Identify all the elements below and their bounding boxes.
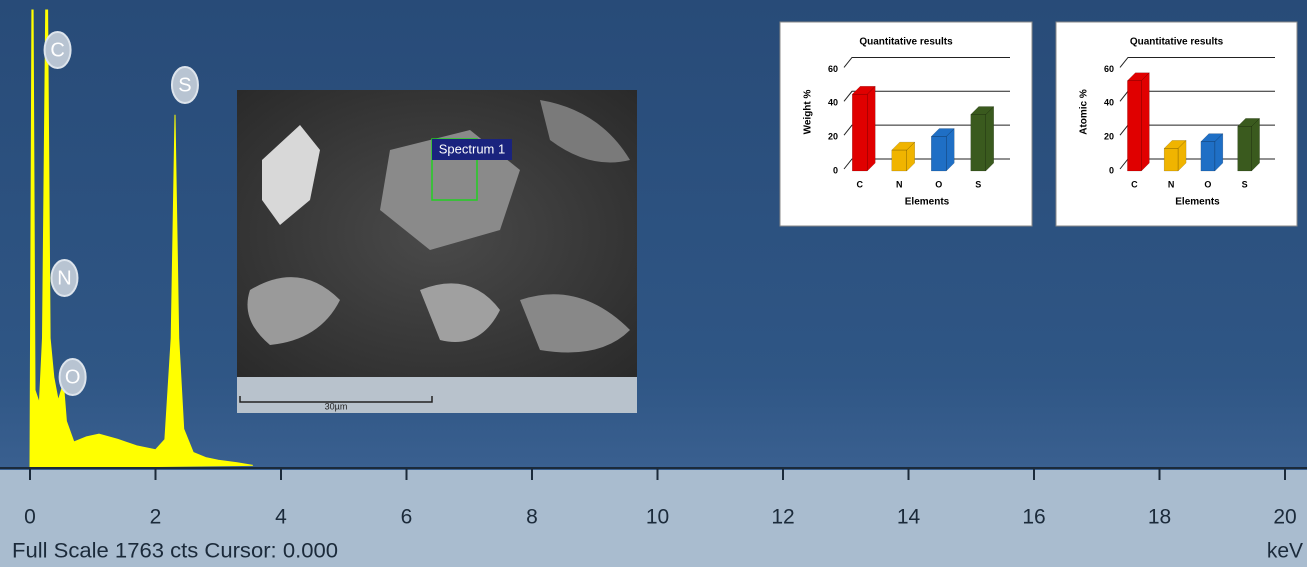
x-tick-label: C	[1131, 179, 1138, 189]
bar	[892, 142, 915, 171]
inset-label: Spectrum 1	[439, 141, 505, 156]
bar-chart: Quantitative results 0 20 40 60 Weight % Eleme…	[780, 22, 1032, 226]
y-tick-label: 60	[828, 64, 838, 74]
bar-chart: Quantitative results 0 20 40 60 Atomic % Eleme…	[1056, 22, 1297, 226]
x-tick-label: 10	[646, 506, 669, 529]
x-tick-label: 16	[1022, 506, 1045, 529]
x-axis-label: Elements	[905, 197, 950, 208]
bar	[1201, 134, 1223, 171]
bar	[971, 107, 994, 171]
x-tick-label: 6	[401, 506, 413, 529]
x-tick-label: O	[1204, 179, 1211, 189]
x-axis-label: keV	[1267, 540, 1303, 563]
x-tick-label: 4	[275, 506, 287, 529]
bar	[931, 129, 954, 171]
x-tick-label: 2	[150, 506, 162, 529]
y-axis-label: Atomic %	[1079, 89, 1090, 135]
scale-bar-label: 30µm	[325, 401, 348, 411]
x-axis-label: Elements	[1175, 197, 1220, 208]
y-axis-label: Weight %	[803, 89, 814, 134]
bar	[852, 86, 875, 171]
chart: Spectrum 1 30µm Full Scale 1763 cts Curs…	[0, 0, 1307, 567]
x-tick-label: 14	[897, 506, 921, 529]
x-tick-label: N	[896, 179, 903, 189]
y-tick-label: 20	[828, 132, 838, 142]
x-tick-label: O	[935, 179, 942, 189]
bar	[1164, 140, 1186, 171]
chart-title: Quantitative results	[1130, 37, 1224, 48]
x-tick-label: C	[857, 179, 864, 189]
status-text: Full Scale 1763 cts Cursor: 0.000	[12, 540, 338, 563]
x-tick-label: 18	[1148, 506, 1171, 529]
bar	[1127, 73, 1149, 171]
chart-panel	[780, 22, 1032, 226]
y-tick-label: 0	[1109, 165, 1114, 175]
chart-panel	[1056, 22, 1297, 226]
x-tick-label: 20	[1273, 506, 1296, 529]
x-tick-label: 0	[24, 506, 36, 529]
sem-inset: Spectrum 1 30µm	[237, 90, 637, 413]
peak-label: N	[57, 267, 71, 289]
page: {"chart_data": [ {"type": "area", "color…	[0, 0, 1307, 567]
x-tick-label: 8	[526, 506, 538, 529]
bar	[1238, 118, 1260, 171]
chart-title: Quantitative results	[859, 37, 953, 48]
peak-label: O	[65, 366, 81, 388]
x-tick-label: S	[1242, 179, 1248, 189]
x-tick-label: S	[975, 179, 981, 189]
y-tick-label: 40	[828, 98, 838, 108]
peak-label: C	[50, 39, 64, 61]
y-tick-label: 0	[833, 165, 838, 175]
x-tick-label: 12	[771, 506, 794, 529]
x-tick-label: N	[1168, 179, 1175, 189]
y-tick-label: 20	[1104, 132, 1114, 142]
y-tick-label: 40	[1104, 98, 1114, 108]
y-tick-label: 60	[1104, 64, 1114, 74]
peak-label: S	[178, 74, 191, 96]
